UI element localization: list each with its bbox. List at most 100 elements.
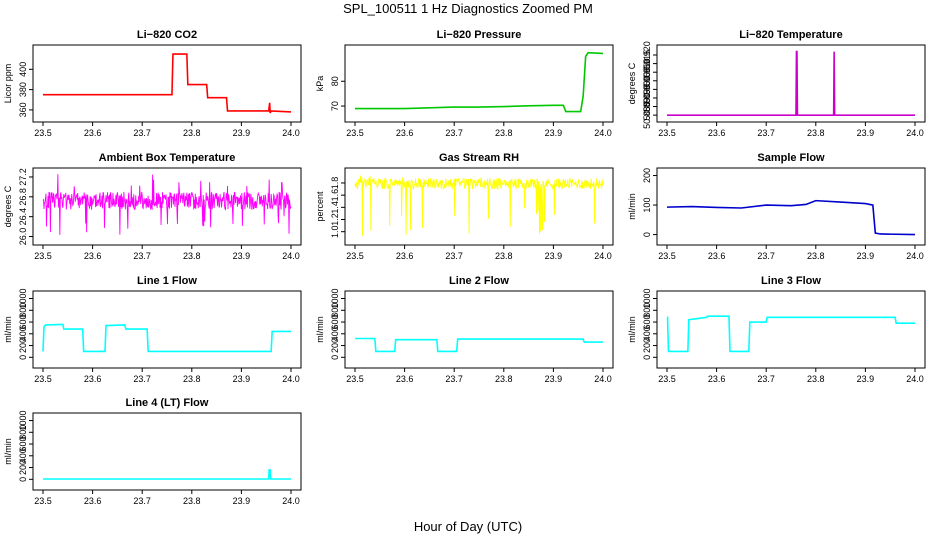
- y-tick-label: 70: [330, 101, 340, 111]
- x-tick-label: 23.5: [658, 251, 676, 261]
- y-tick-label: 80: [330, 76, 340, 86]
- x-tick-label: 24.0: [906, 251, 924, 261]
- figure-x-axis-label: Hour of Day (UTC): [414, 519, 522, 534]
- x-tick-label: 23.7: [445, 128, 463, 138]
- x-tick-label: 23.8: [495, 251, 513, 261]
- y-axis-label: ml/min: [3, 316, 13, 343]
- panel-title: Line 4 (LT) Flow: [126, 397, 209, 409]
- y-tick-label: 400: [18, 62, 28, 77]
- x-tick-label: 23.8: [495, 128, 513, 138]
- x-tick-label: 23.9: [233, 374, 251, 384]
- y-tick-label: 400: [18, 448, 28, 463]
- x-tick-label: 24.0: [906, 128, 924, 138]
- x-tick-label: 23.7: [133, 374, 151, 384]
- y-tick-label: 800: [18, 303, 28, 318]
- panel-10: Line 4 (LT) Flow 23.5 23.6 23.7 23.8 23.9 24.0…: [3, 397, 302, 506]
- x-tick-label: 23.8: [807, 128, 825, 138]
- x-tick-label: 23.6: [396, 128, 414, 138]
- x-tick-label: 23.7: [133, 496, 151, 506]
- y-tick-label: 50.910: [642, 58, 652, 86]
- y-tick-label: 1.6: [330, 189, 340, 202]
- plot-frame: [32, 44, 302, 123]
- series-line: [355, 51, 604, 113]
- y-axis-label: ml/min: [3, 438, 13, 465]
- x-tick-label: 23.9: [857, 128, 875, 138]
- y-tick-label: 800: [18, 425, 28, 440]
- y-tick-label: 600: [18, 437, 28, 452]
- plot-frame: [32, 290, 302, 369]
- y-tick-label: 26.8: [18, 188, 28, 206]
- y-tick-label: 200: [18, 338, 28, 353]
- x-tick-label: 23.6: [708, 251, 726, 261]
- plot-frame: [32, 412, 302, 491]
- panel-9: Line 3 Flow 23.5 23.6 23.7 23.8 23.9 24.0 0 2004…: [627, 275, 926, 384]
- x-tick-label: 23.5: [658, 128, 676, 138]
- plot-frame: [344, 290, 614, 369]
- x-tick-label: 23.7: [445, 374, 463, 384]
- panel-8: Line 2 Flow 23.5 23.6 23.7 23.8 23.9 24.0 0 2004…: [315, 275, 614, 384]
- x-tick-label: 23.6: [84, 251, 102, 261]
- y-tick-label: 380: [18, 82, 28, 97]
- plot-frame: [656, 290, 926, 369]
- series-line: [43, 53, 292, 114]
- plot-frame: [344, 167, 614, 246]
- y-tick-label: 200: [642, 168, 652, 183]
- x-tick-label: 23.7: [445, 251, 463, 261]
- panel-2: Li−820 Pressure 23.5 23.6 23.7 23.8 23.9 24.0 7…: [315, 29, 614, 138]
- x-tick-label: 23.6: [84, 496, 102, 506]
- x-tick-label: 23.8: [183, 374, 201, 384]
- x-tick-label: 23.9: [233, 128, 251, 138]
- x-tick-label: 23.9: [545, 251, 563, 261]
- y-tick-label: 1000: [18, 289, 28, 309]
- x-tick-label: 23.8: [183, 251, 201, 261]
- plot-frame: [344, 44, 614, 123]
- x-tick-label: 23.6: [396, 251, 414, 261]
- x-tick-label: 23.5: [346, 374, 364, 384]
- y-tick-label: 200: [642, 338, 652, 353]
- x-tick-label: 23.5: [34, 251, 52, 261]
- panel-title: Line 2 Flow: [449, 275, 509, 287]
- x-tick-label: 23.9: [857, 251, 875, 261]
- y-axis-label: ml/min: [627, 316, 637, 343]
- y-tick-label: 26.0: [18, 228, 28, 246]
- y-tick-label: 200: [330, 338, 340, 353]
- y-tick-label: 1.0: [330, 225, 340, 238]
- panel-4: Ambient Box Temperature 23.5 23.6 23.7 23.8 2…: [3, 152, 302, 261]
- y-tick-label: 50.885: [642, 101, 652, 129]
- panel-title: Ambient Box Temperature: [99, 152, 236, 164]
- series-line: [355, 337, 603, 353]
- y-tick-label: 1000: [642, 289, 652, 309]
- x-tick-label: 23.7: [757, 374, 775, 384]
- y-axis-label: percent: [315, 191, 325, 222]
- x-tick-label: 24.0: [594, 374, 612, 384]
- x-tick-label: 23.9: [233, 496, 251, 506]
- y-axis-label: kPa: [315, 76, 325, 92]
- y-axis-label: Licor ppm: [3, 64, 13, 104]
- x-tick-label: 24.0: [282, 374, 300, 384]
- x-tick-label: 23.5: [34, 374, 52, 384]
- y-tick-label: 200: [18, 460, 28, 475]
- series-line: [42, 174, 292, 235]
- x-tick-label: 23.9: [545, 128, 563, 138]
- series-line: [667, 50, 915, 116]
- x-tick-label: 23.7: [133, 128, 151, 138]
- x-tick-label: 23.5: [34, 496, 52, 506]
- x-tick-label: 23.8: [495, 374, 513, 384]
- y-tick-label: 100: [642, 198, 652, 213]
- y-tick-label: 400: [642, 326, 652, 341]
- x-tick-label: 23.8: [807, 374, 825, 384]
- panel-title: Li−820 Temperature: [739, 29, 842, 41]
- y-tick-label: 0: [18, 477, 28, 482]
- y-tick-label: 1.8: [330, 177, 340, 190]
- series-line: [42, 323, 291, 353]
- y-tick-label: 1.2: [330, 213, 340, 226]
- x-tick-label: 23.6: [708, 374, 726, 384]
- panel-1: Li−820 CO2 23.5 23.6 23.7 23.8 23.9 24.0 360 380…: [3, 29, 302, 138]
- x-tick-label: 24.0: [282, 251, 300, 261]
- panel-title: Line 3 Flow: [761, 275, 821, 287]
- series-line: [354, 175, 604, 236]
- x-tick-label: 23.9: [857, 374, 875, 384]
- y-axis-label: degrees C: [627, 62, 637, 104]
- x-tick-label: 23.7: [757, 128, 775, 138]
- y-tick-label: 50.915: [642, 50, 652, 78]
